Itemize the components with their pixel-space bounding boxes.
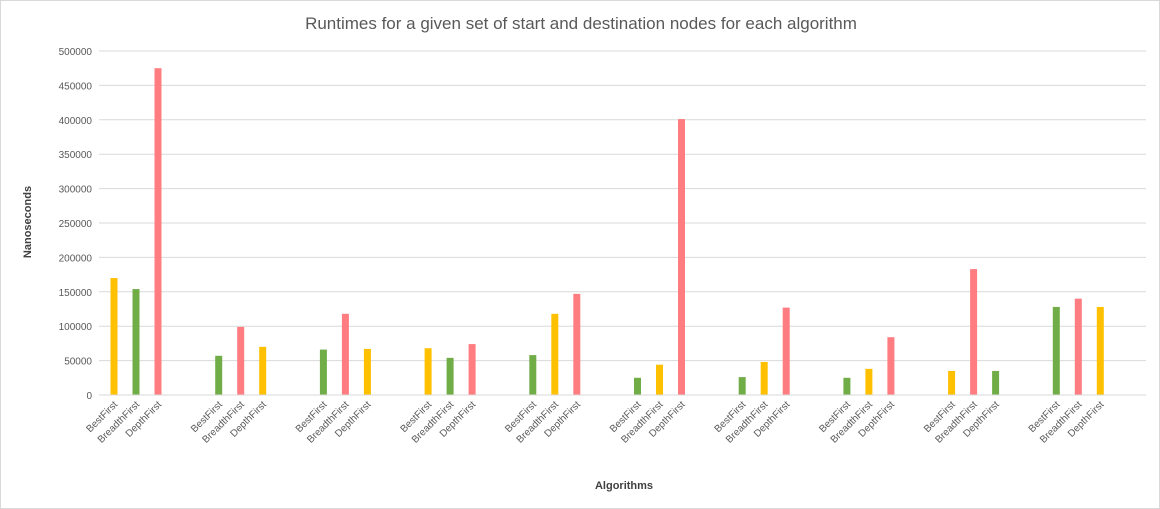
bar-bestfirst xyxy=(948,370,956,395)
y-tick-label: 300000 xyxy=(59,185,93,196)
bar-bestfirst xyxy=(843,377,851,395)
y-tick-label: 450000 xyxy=(59,81,93,92)
y-tick-label: 350000 xyxy=(59,150,93,161)
bar-depthfirst xyxy=(468,344,476,395)
bar-depthfirst xyxy=(259,346,267,395)
y-tick-label: 50000 xyxy=(64,357,92,368)
bar-breadthfirst xyxy=(551,313,559,395)
bar-breadthfirst xyxy=(1074,298,1082,395)
y-tick-label: 100000 xyxy=(59,322,93,333)
y-tick-labels: 0 50000 100000 150000 200000 250000 300000 3500… xyxy=(59,47,93,402)
y-tick-label: 400000 xyxy=(59,116,93,127)
gridlines xyxy=(99,50,1146,362)
bars xyxy=(110,68,1104,395)
bar-depthfirst xyxy=(154,68,162,395)
bar-depthfirst xyxy=(1096,306,1104,395)
bar-breadthfirst xyxy=(341,313,349,395)
bar-bestfirst xyxy=(1052,306,1060,395)
bar-breadthfirst xyxy=(132,289,140,395)
bar-breadthfirst xyxy=(237,326,245,395)
bar-bestfirst xyxy=(529,355,537,395)
bar-depthfirst xyxy=(678,119,685,395)
bar-bestfirst xyxy=(424,348,432,395)
bar-depthfirst xyxy=(573,293,581,395)
bar-bestfirst xyxy=(215,355,223,395)
y-tick-label: 0 xyxy=(86,391,92,402)
y-tick-label: 200000 xyxy=(59,253,93,264)
x-axis-title: Algorithms xyxy=(595,480,653,492)
y-tick-label: 150000 xyxy=(59,288,93,299)
bar-bestfirst xyxy=(319,349,327,395)
bar-breadthfirst xyxy=(970,269,978,395)
bar-bestfirst xyxy=(738,377,746,395)
bar-bestfirst xyxy=(634,377,641,395)
bar-breadthfirst xyxy=(656,364,663,395)
chart-title: Runtimes for a given set of start and de… xyxy=(305,14,857,33)
bar-depthfirst xyxy=(887,337,895,395)
y-tick-label: 500000 xyxy=(59,47,93,58)
y-tick-label: 250000 xyxy=(59,219,93,230)
bar-depthfirst xyxy=(992,370,1000,395)
bar-depthfirst xyxy=(363,348,371,395)
bar-breadthfirst xyxy=(865,368,873,395)
bar-depthfirst xyxy=(782,307,790,395)
bar-bestfirst xyxy=(110,278,118,395)
bar-breadthfirst xyxy=(760,361,768,395)
y-axis-title: Nanoseconds xyxy=(22,186,34,258)
bar-breadthfirst xyxy=(446,357,454,395)
